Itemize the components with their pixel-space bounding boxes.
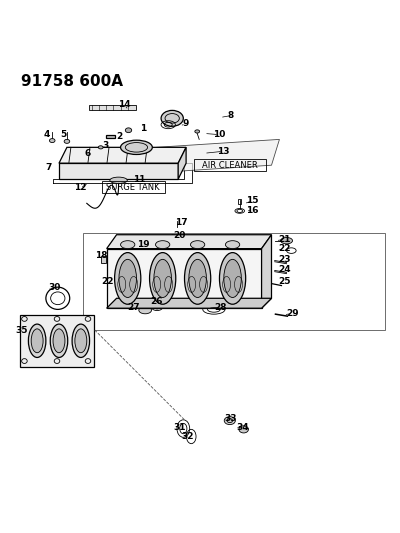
Ellipse shape [31,329,43,353]
Ellipse shape [184,253,211,304]
Text: 4: 4 [44,130,50,139]
Text: 31: 31 [173,423,186,432]
Text: SURGE TANK: SURGE TANK [106,183,160,191]
Ellipse shape [226,241,240,248]
Bar [20,315,94,367]
Text: 6: 6 [85,149,91,158]
Ellipse shape [220,253,246,304]
Text: 7: 7 [45,164,52,173]
Text: 10: 10 [213,130,225,139]
Text: 20: 20 [173,231,186,240]
Text: 32: 32 [182,432,194,441]
Polygon shape [148,140,280,173]
Ellipse shape [224,260,241,297]
Text: 34: 34 [236,423,249,432]
Ellipse shape [189,260,206,297]
Text: 2: 2 [116,132,122,141]
Ellipse shape [119,260,136,297]
Ellipse shape [120,140,152,155]
Ellipse shape [224,417,235,425]
Text: 3: 3 [102,141,108,150]
Ellipse shape [114,253,141,304]
Ellipse shape [156,241,170,248]
Text: 15: 15 [246,197,259,205]
Ellipse shape [190,241,205,248]
Polygon shape [107,248,262,308]
Text: 9: 9 [183,119,189,128]
Polygon shape [59,147,186,163]
Ellipse shape [137,244,142,247]
Ellipse shape [139,306,152,314]
Text: 35: 35 [16,326,28,335]
Bar [102,182,165,192]
Text: 28: 28 [214,303,227,311]
Text: 21: 21 [278,235,290,244]
Ellipse shape [161,110,183,126]
Ellipse shape [178,235,186,241]
Ellipse shape [281,238,292,244]
Text: 33: 33 [225,414,237,423]
Ellipse shape [154,260,172,297]
Text: 13: 13 [217,147,229,156]
Ellipse shape [50,324,68,358]
Text: 8: 8 [228,111,234,120]
Bar [89,105,136,110]
Text: 22: 22 [102,277,114,286]
Bar [194,159,266,171]
Text: 11: 11 [133,175,146,183]
Bar [102,256,106,263]
Text: 27: 27 [127,303,140,311]
Ellipse shape [110,177,127,183]
Ellipse shape [239,426,248,433]
Bar [238,199,241,204]
Text: 17: 17 [175,217,187,227]
Ellipse shape [72,324,90,358]
Polygon shape [107,298,272,308]
Text: 12: 12 [74,183,86,192]
Text: 1: 1 [140,124,147,133]
Ellipse shape [195,130,200,133]
Text: AIR CLEANER: AIR CLEANER [202,161,258,169]
Text: 14: 14 [118,100,131,109]
Text: 5: 5 [61,130,67,139]
Text: 19: 19 [137,240,150,249]
Ellipse shape [50,139,55,142]
Text: 91758 600A: 91758 600A [21,74,123,90]
Text: 25: 25 [278,277,290,286]
Text: 22: 22 [278,244,290,253]
Ellipse shape [120,241,135,248]
Ellipse shape [64,140,70,143]
Ellipse shape [98,146,103,149]
Polygon shape [262,235,272,308]
Bar [106,135,114,138]
Polygon shape [59,163,178,179]
Text: 30: 30 [49,282,61,292]
Ellipse shape [75,329,87,353]
Text: 24: 24 [278,265,290,274]
Bar [83,233,385,330]
Ellipse shape [28,324,46,358]
Polygon shape [107,235,272,248]
Polygon shape [178,147,186,179]
Text: 26: 26 [150,297,162,306]
Text: 29: 29 [286,309,298,318]
Ellipse shape [125,128,132,133]
Text: 16: 16 [246,206,259,215]
Ellipse shape [53,329,65,353]
Text: 23: 23 [278,255,290,264]
Ellipse shape [150,253,176,304]
Text: 18: 18 [95,251,108,260]
